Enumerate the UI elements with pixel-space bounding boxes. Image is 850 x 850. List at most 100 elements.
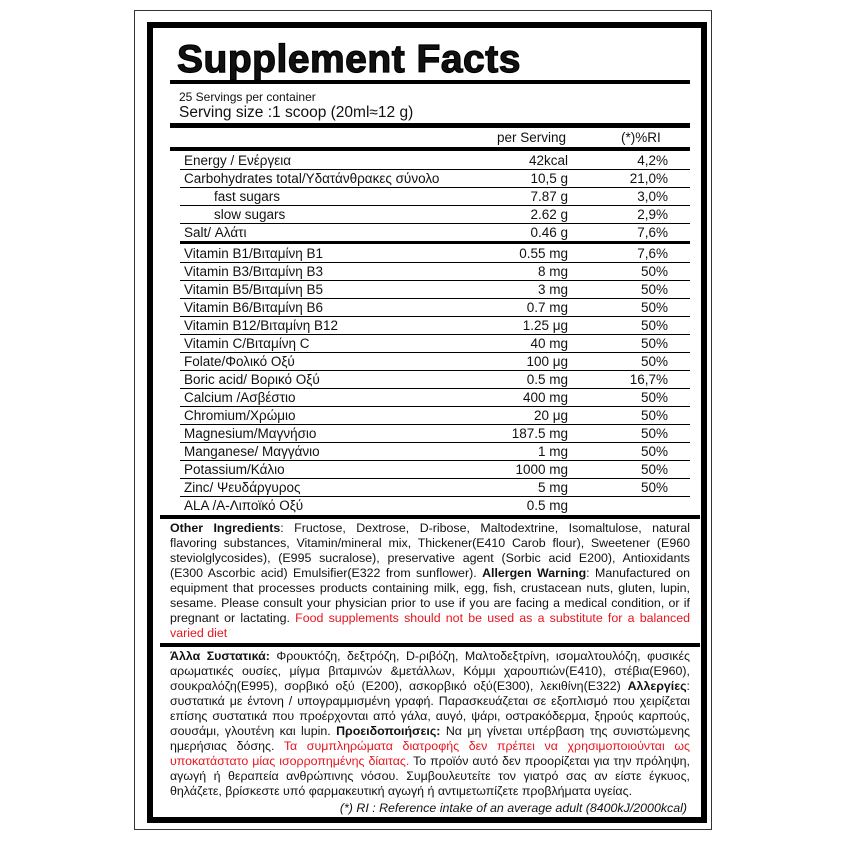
vitamin-value: 20 μg: [533, 408, 568, 423]
other-ingredients-text: : Fructose, Dextrose, D-ribose, Maltodex…: [170, 521, 690, 580]
nutrient-name: fast sugars: [214, 189, 281, 204]
vitamin-name: Chromium/Χρώμιο: [184, 408, 296, 423]
greek-warnings-text: Να μη γίνεται υπέρβαση της συνιστώμενης …: [170, 724, 691, 753]
header-ri: (*)%RI: [621, 130, 661, 145]
header-per-serving: per Serving: [497, 130, 567, 145]
vitamin-value: 40 mg: [530, 336, 568, 351]
allergen-warning-label: Allergen Warning: [482, 566, 587, 580]
vitamin-name: ALA /Α-Λιποϊκό Οξύ: [184, 498, 304, 513]
vitamin-name: Manganese/ Μαγγάνιο: [184, 444, 320, 459]
nutrient-name: Salt/ Αλάτι: [184, 225, 247, 240]
vitamin-name: Vitamin C/Βιταμίνη C: [184, 336, 310, 351]
vitamin-ri: 50%: [640, 408, 668, 423]
nutrient-ri: 2,9%: [637, 207, 668, 222]
vitamin-ri: 50%: [640, 390, 668, 405]
greek-ingredients: Άλλα Συστατικά: Φρουκτόζη, δεξτρόζη, D-ρ…: [170, 649, 690, 799]
vitamin-value: 0.55 mg: [519, 246, 568, 261]
english-ingredients: Other Ingredients: Fructose, Dextrose, D…: [170, 521, 690, 641]
vitamin-ri: 50%: [640, 444, 668, 459]
vitamin-name: Potassium/Κάλιο: [184, 462, 285, 477]
table-row: fast sugars 7.87 g 3,0%: [180, 188, 690, 206]
table-row: Salt/ Αλάτι 0.46 g 7,6%: [180, 224, 690, 244]
nutrient-table: Energy / Ενέργεια 42kcal 4,2% Carbohydrate…: [180, 152, 690, 244]
vitamin-name: Magnesium/Μαγνήσιο: [184, 426, 317, 441]
nutrient-ri: 4,2%: [637, 153, 668, 168]
divider: [170, 147, 690, 151]
ingredients-section: Other Ingredients: Fructose, Dextrose, D…: [160, 515, 700, 816]
table-row: Manganese/ Μαγγάνιο 1 mg 50%: [180, 443, 690, 461]
vitamin-value: 0.7 mg: [526, 300, 568, 315]
vitamin-value: 3 mg: [537, 282, 568, 297]
serving-size: Serving size :1 scoop (20ml≈12 g): [179, 104, 414, 121]
greek-supplement-warning: Τα συμπληρώματα διατροφής δεν πρέπει να …: [170, 739, 690, 768]
vitamin-value: 187.5 mg: [511, 426, 568, 441]
nutrient-ri: 3,0%: [637, 189, 668, 204]
greek-ingredients-label: Άλλα Συστατικά:: [170, 649, 270, 663]
vitamin-ri: 16,7%: [629, 372, 668, 387]
vitamin-ri: 50%: [640, 282, 668, 297]
nutrient-value: 10,5 g: [530, 171, 568, 186]
nutrient-value: 42kcal: [528, 153, 568, 168]
table-row: slow sugars 2.62 g 2,9%: [180, 206, 690, 224]
table-row: Folate/Φολικό Οξύ 100 μg 50%: [180, 353, 690, 371]
table-row: Zinc/ Ψευδάργυρος 5 mg 50%: [180, 479, 690, 497]
table-row: Vitamin B5/Βιταμίνη B5 3 mg 50%: [180, 281, 690, 299]
vitamin-name: Boric acid/ Βορικό Οξύ: [184, 372, 320, 387]
vitamin-value: 0.5 mg: [526, 498, 568, 513]
greek-allergens-text: : συστατικά με έντονη / υπογραμμισμένη γ…: [170, 679, 690, 738]
label-panel: [147, 22, 707, 823]
vitamin-name: Calcium /Ασβέστιο: [184, 390, 296, 405]
footnote: (*) RI : Reference intake of an average …: [339, 801, 687, 815]
nutrient-value: 2.62 g: [530, 207, 568, 222]
table-row: Vitamin B12/Βιταμίνη B12 1.25 μg 50%: [180, 317, 690, 335]
table-row: Chromium/Χρώμιο 20 μg 50%: [180, 407, 690, 425]
vitamin-value: 100 μg: [526, 354, 568, 369]
vitamin-ri: 50%: [640, 480, 668, 495]
table-row: Vitamin B1/Βιταμίνη B1 0.55 mg 7,6%: [180, 245, 690, 263]
vitamin-name: Vitamin B6/Βιταμίνη B6: [184, 300, 324, 315]
vitamin-name: Folate/Φολικό Οξύ: [184, 354, 295, 369]
allergen-warning-text: : Manufactured on equipment that process…: [170, 566, 690, 625]
vitamin-ri: 7,6%: [637, 246, 668, 261]
vitamin-name: Vitamin B3/Βιταμίνη B3: [184, 264, 324, 279]
vitamin-value: 1 mg: [537, 444, 568, 459]
vitamin-value: 400 mg: [522, 390, 568, 405]
vitamin-name: Vitamin B5/Βιταμίνη B5: [184, 282, 324, 297]
vitamin-value: 1000 mg: [515, 462, 568, 477]
servings-per-container: 25 Servings per container: [179, 90, 316, 104]
greek-ingredients-text: Φρουκτόζη, δεξτρόζη, D-ριβόζη, Μαλτοδεξτ…: [170, 649, 690, 693]
supplement-warning: Food supplements should not be used as a…: [170, 611, 690, 640]
nutrient-ri: 7,6%: [637, 225, 668, 240]
table-row: Magnesium/Μαγνήσιο 187.5 mg 50%: [180, 425, 690, 443]
divider: [170, 123, 690, 128]
vitamin-ri: 50%: [640, 264, 668, 279]
nutrient-name: Energy / Ενέργεια: [184, 153, 292, 168]
vitamin-value: 8 mg: [537, 264, 568, 279]
vitamin-name: Vitamin B1/Βιταμίνη B1: [184, 246, 324, 261]
nutrient-value: 0.46 g: [530, 225, 568, 240]
table-row: Carbohydrates total/Υδατάνθρακες σύνολο 1…: [180, 170, 690, 188]
divider: [160, 643, 700, 647]
vitamin-table: Vitamin B1/Βιταμίνη B1 0.55 mg 7,6% Vitamin…: [180, 245, 690, 515]
vitamin-value: 5 mg: [537, 480, 568, 495]
greek-warnings-label: Προειδοποιήσεις:: [336, 724, 441, 738]
vitamin-value: 0.5 mg: [526, 372, 568, 387]
vitamin-ri: 50%: [640, 300, 668, 315]
nutrient-ri: 21,0%: [629, 171, 668, 186]
table-row: Vitamin B3/Βιταμίνη B3 8 mg 50%: [180, 263, 690, 281]
nutrient-name: Carbohydrates total/Υδατάνθρακες σύνολο: [184, 171, 440, 186]
table-row: Vitamin B6/Βιταμίνη B6 0.7 mg 50%: [180, 299, 690, 317]
vitamin-ri: 50%: [640, 318, 668, 333]
nutrient-name: slow sugars: [214, 207, 286, 222]
greek-allergens-label: Αλλεργίες: [627, 679, 687, 693]
vitamin-ri: 50%: [640, 462, 668, 477]
table-row: Calcium /Ασβέστιο 400 mg 50%: [180, 389, 690, 407]
vitamin-name: Vitamin B12/Βιταμίνη B12: [184, 318, 339, 333]
vitamin-ri: 50%: [640, 336, 668, 351]
divider: [170, 80, 690, 84]
vitamin-value: 1.25 μg: [522, 318, 568, 333]
other-ingredients-label: Other Ingredients: [170, 521, 281, 535]
vitamin-ri: 50%: [640, 354, 668, 369]
divider: [160, 515, 700, 519]
outer-frame: [134, 10, 712, 830]
